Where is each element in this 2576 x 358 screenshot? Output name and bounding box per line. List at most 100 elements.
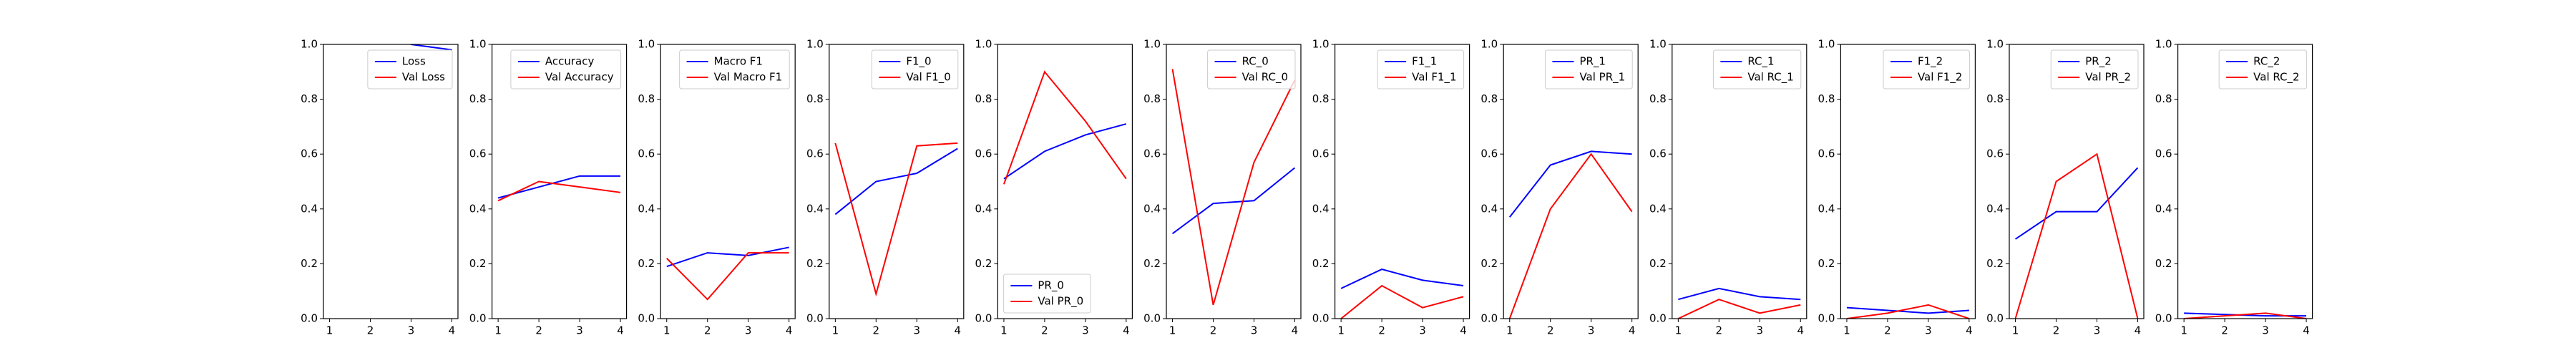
y-tick-label: 0.2 [301,257,318,270]
y-tick-label: 0.2 [1480,257,1498,270]
series-line [1171,167,1296,235]
x-tick-label: 2 [535,324,542,337]
legend-label: Val Macro F1 [714,71,783,84]
x-tick-label: 1 [832,324,839,337]
y-tick-label: 1.0 [975,38,992,51]
x-tick-label: 1 [1506,324,1513,337]
legend-label: Macro F1 [714,55,763,68]
y-tick-label: 1.0 [638,38,655,51]
subplot: 0.0 0.2 0.4 0.6 0.8 1.0 1 2 3 4 F1_1 Val F1_1 [1312,38,1470,337]
y-tick-label: 0.8 [806,92,824,105]
legend: F1_2 Val F1_2 [1883,49,1970,90]
x-tick-label: 2 [1547,324,1554,337]
legend-box [1207,49,1296,90]
legend-label: F1_2 [1918,55,1943,69]
y-tick-label: 0.6 [975,147,992,160]
plot-area [834,142,958,297]
series-line [1171,69,1296,306]
y-tick-label: 0.2 [1649,257,1667,270]
subplot: 0.0 0.2 0.4 0.6 0.8 1.0 1 2 3 4 PR_2 Val PR_2 [1986,38,2145,337]
x-tick-label: 3 [1925,324,1932,337]
legend-label: Accuracy [545,55,595,68]
x-tick-label: 3 [1757,324,1764,337]
y-tick-label: 0.2 [1818,257,1835,270]
legend-box [2218,49,2308,90]
legend-label: RC_2 [2253,55,2280,69]
axes-frame [997,44,1133,319]
x-tick-label: 3 [1419,324,1426,337]
subplot: 0.0 0.2 0.4 0.6 0.8 1.0 1 2 3 4 PR_0 Val PR_0 [975,38,1133,337]
legend: PR_2 Val PR_2 [2050,49,2139,90]
y-tick-label: 0.4 [975,202,992,215]
y-tick-label: 0.6 [1143,147,1161,160]
y-tick-label: 0.8 [1312,92,1330,105]
legend: Loss Val Loss [367,49,453,90]
y-tick-label: 0.8 [1143,92,1161,105]
x-tick-label: 4 [617,324,624,337]
series-line [666,252,789,301]
series-line [1340,284,1464,319]
y-tick-label: 0.2 [806,257,824,270]
y-tick-label: 1.0 [1480,38,1498,51]
y-tick-label: 0.6 [806,147,824,160]
y-tick-label: 0.0 [301,312,318,325]
legend: Macro F1 Val Macro F1 [679,49,790,90]
x-tick-label: 3 [1251,324,1258,337]
axes-frame [1334,44,1470,319]
x-tick-label: 4 [786,324,793,337]
x-tick-label: 3 [2094,324,2101,337]
y-tick-label: 0.0 [1986,312,2004,325]
legend-box [1377,49,1465,90]
y-tick-label: 1.0 [1986,38,2004,51]
y-tick-label: 0.0 [1649,312,1667,325]
series-line [409,44,452,51]
legend: F1_1 Val F1_1 [1377,49,1465,90]
x-tick-label: 2 [2053,324,2060,337]
axes-frame [2177,44,2313,319]
subplot: 0.0 0.2 0.4 0.6 0.8 1.0 1 2 3 4 Loss Val Loss [301,38,459,337]
series-line [1678,287,1801,301]
legend: PR_1 Val PR_1 [1544,49,1633,90]
x-tick-label: 3 [745,324,752,337]
axes-frame [660,44,796,319]
legend-label: Val F1_0 [906,71,950,84]
legend-label: F1_1 [1412,55,1437,69]
legend-label: Val RC_2 [2253,71,2299,84]
x-tick-label: 2 [2221,324,2228,337]
subplot: 0.0 0.2 0.4 0.6 0.8 1.0 1 2 3 4 PR_1 Val PR_1 [1480,38,1639,337]
y-tick-label: 1.0 [1818,38,1835,51]
x-tick-label: 3 [914,324,921,337]
series-line [1508,153,1633,319]
legend: PR_0 Val PR_0 [1002,274,1091,314]
legend: RC_1 Val RC_1 [1712,49,1802,90]
legend-box [367,49,453,90]
legend-label: PR_2 [2085,55,2112,69]
y-tick-label: 0.8 [469,92,487,105]
series-line [1340,268,1464,289]
plot-area [1171,69,1296,306]
subplot: 0.0 0.2 0.4 0.6 0.8 1.0 1 2 3 4 RC_0 Val RC_0 [1143,38,1302,337]
plot-area [666,246,789,301]
plot-area [1846,304,1970,319]
subplot: 0.0 0.2 0.4 0.6 0.8 1.0 1 2 3 4 Macro F1 Val Macro … [638,38,796,337]
y-tick-label: 0.4 [806,202,824,215]
y-tick-label: 1.0 [1143,38,1161,51]
x-tick-label: 2 [1041,324,1048,337]
subplot: 0.0 0.2 0.4 0.6 0.8 1.0 1 2 3 4 F1_0 Val F1_0 [806,38,965,337]
legend-box [1883,49,1970,90]
legend-label: RC_0 [1242,55,1269,69]
x-tick-label: 3 [408,324,415,337]
y-tick-label: 0.0 [806,312,824,325]
x-tick-label: 2 [1378,324,1385,337]
y-tick-label: 0.6 [638,147,655,160]
x-tick-label: 4 [2135,324,2142,337]
legend-label: Val PR_0 [1038,295,1083,309]
x-tick-label: 4 [449,324,456,337]
subplot: 0.0 0.2 0.4 0.6 0.8 1.0 1 2 3 4 Accuracy Val Accura… [469,38,628,337]
x-tick-label: 1 [1675,324,1682,337]
x-tick-label: 2 [1716,324,1723,337]
y-tick-label: 0.8 [301,92,318,105]
y-tick-label: 0.2 [1143,257,1161,270]
plot-area [1340,268,1464,319]
